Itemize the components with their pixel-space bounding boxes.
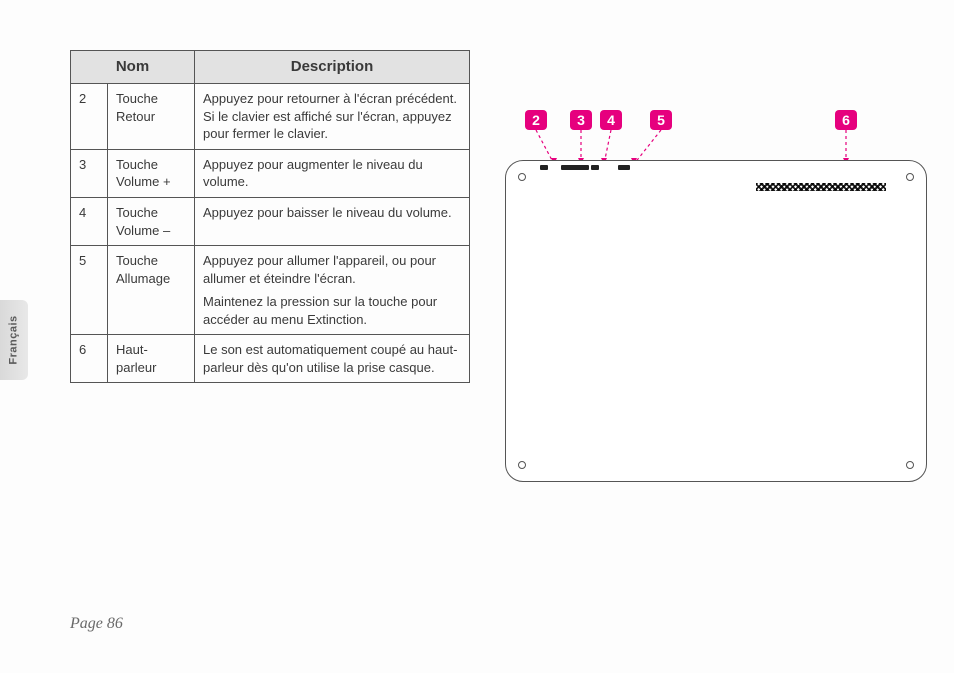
callout-badge: 6 — [835, 110, 857, 130]
parts-table: Nom Description 2Touche RetourAppuyez po… — [70, 50, 470, 383]
screw-icon — [906, 461, 914, 469]
table-header-nom: Nom — [71, 51, 195, 84]
device-back-outline — [505, 160, 927, 482]
callout-badge: 5 — [650, 110, 672, 130]
table-header-desc: Description — [195, 51, 470, 84]
row-desc-paragraph: Le son est automatiquement coupé au haut… — [203, 341, 461, 376]
page-number: Page 86 — [70, 615, 123, 633]
table-row: 4Touche Volume – Appuyez pour baisser le … — [71, 197, 470, 245]
speaker-grille-icon — [756, 183, 886, 191]
screw-icon — [906, 173, 914, 181]
row-desc-paragraph: Appuyez pour baisser le niveau du volume… — [203, 204, 461, 222]
table-row: 6Haut-parleurLe son est automatiquement … — [71, 335, 470, 383]
port-icon — [561, 165, 589, 170]
row-desc: Appuyez pour retourner à l'écran précéde… — [195, 84, 470, 150]
row-desc: Le son est automatiquement coupé au haut… — [195, 335, 470, 383]
row-number: 3 — [71, 149, 108, 197]
row-nom: Touche Volume + — [108, 149, 195, 197]
row-desc: Appuyez pour augmenter le niveau du volu… — [195, 149, 470, 197]
table-body: 2Touche RetourAppuyez pour retourner à l… — [71, 84, 470, 383]
row-desc: Appuyez pour baisser le niveau du volume… — [195, 197, 470, 245]
callout-badge: 3 — [570, 110, 592, 130]
row-nom: Touche Volume – — [108, 197, 195, 245]
language-tab: Français — [0, 300, 28, 380]
callout-row: 2 34 5 6 — [505, 110, 925, 140]
callout-badge: 2 — [525, 110, 547, 130]
device-diagram: 2 34 5 6 — [505, 110, 925, 490]
port-icon — [540, 165, 548, 170]
row-desc-paragraph: Appuyez pour augmenter le niveau du volu… — [203, 156, 461, 191]
table-row: 2Touche RetourAppuyez pour retourner à l… — [71, 84, 470, 150]
manual-page: Français Nom Description 2Touche RetourA… — [0, 0, 954, 673]
callout-badge: 4 — [600, 110, 622, 130]
row-nom: Touche Retour — [108, 84, 195, 150]
row-desc-paragraph: Maintenez la pression sur la touche pour… — [203, 293, 461, 328]
row-number: 4 — [71, 197, 108, 245]
row-desc-paragraph: Appuyez pour allumer l'appareil, ou pour… — [203, 252, 461, 287]
table-row: 3Touche Volume +Appuyez pour augmenter l… — [71, 149, 470, 197]
screw-icon — [518, 461, 526, 469]
row-desc-paragraph: Appuyez pour retourner à l'écran précéde… — [203, 90, 461, 143]
port-icon — [591, 165, 599, 170]
row-nom: Touche Allumage — [108, 246, 195, 335]
language-tab-label: Français — [8, 315, 20, 364]
row-number: 5 — [71, 246, 108, 335]
screw-icon — [518, 173, 526, 181]
row-desc: Appuyez pour allumer l'appareil, ou pour… — [195, 246, 470, 335]
row-number: 6 — [71, 335, 108, 383]
row-nom: Haut-parleur — [108, 335, 195, 383]
row-number: 2 — [71, 84, 108, 150]
table-row: 5Touche AllumageAppuyez pour allumer l'a… — [71, 246, 470, 335]
port-icon — [618, 165, 630, 170]
